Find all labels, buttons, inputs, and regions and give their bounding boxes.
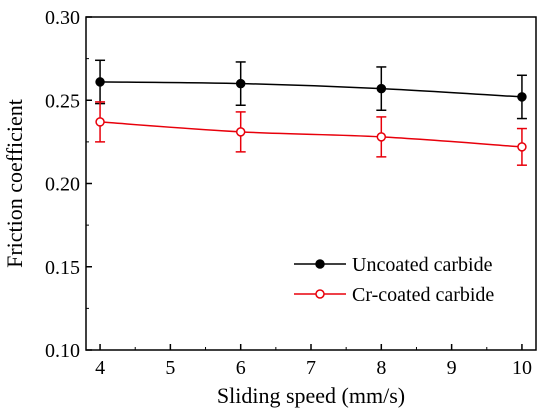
data-point <box>376 132 387 142</box>
x-tick-label: 7 <box>306 357 316 379</box>
x-tick-label: 6 <box>236 357 246 379</box>
legend-marker <box>315 289 325 299</box>
series-line <box>100 121 522 148</box>
series-layer <box>95 59 527 166</box>
data-point <box>95 117 105 127</box>
y-tick-label: 0.30 <box>45 7 80 29</box>
legend: Uncoated carbide Cr-coated carbide <box>294 254 494 306</box>
legend-item: Uncoated carbide <box>294 254 493 276</box>
x-tick-label: 5 <box>165 357 175 379</box>
data-point <box>235 78 246 89</box>
legend-label: Cr-coated carbide <box>352 284 494 306</box>
data-point <box>95 77 105 87</box>
y-tick-label: 0.20 <box>45 174 80 196</box>
x-tick-label: 4 <box>95 357 105 379</box>
y-tick-label: 0.25 <box>45 90 80 112</box>
series-1 <box>95 59 527 120</box>
series-2 <box>95 101 527 166</box>
data-point <box>517 92 527 102</box>
y-tick-label: 0.15 <box>45 257 80 279</box>
y-axis-title: Friction coefficient <box>2 99 27 268</box>
x-axis-title: Sliding speed (mm/s) <box>217 383 405 408</box>
data-point <box>235 127 246 137</box>
series-line <box>100 81 522 98</box>
legend-marker <box>315 259 325 269</box>
x-tick-label: 10 <box>512 357 532 379</box>
x-axis: 4 5 6 7 8 9 10 <box>95 344 532 379</box>
data-point <box>376 83 387 94</box>
legend-label: Uncoated carbide <box>352 254 493 276</box>
x-tick-label: 9 <box>447 357 457 379</box>
data-point <box>517 142 527 152</box>
x-tick-label: 8 <box>376 357 386 379</box>
y-axis: 0.10 0.15 0.20 0.25 0.30 <box>45 7 92 362</box>
y-tick-label: 0.10 <box>45 340 80 362</box>
legend-item: Cr-coated carbide <box>294 284 494 306</box>
